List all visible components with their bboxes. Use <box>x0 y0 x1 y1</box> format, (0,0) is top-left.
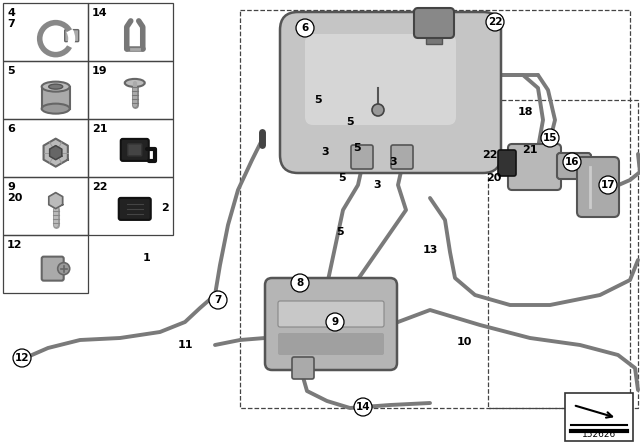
Bar <box>240 10 630 408</box>
Circle shape <box>13 349 31 367</box>
Text: 5: 5 <box>314 95 322 105</box>
FancyBboxPatch shape <box>577 157 619 217</box>
FancyBboxPatch shape <box>280 12 501 173</box>
Text: 9: 9 <box>332 317 339 327</box>
FancyBboxPatch shape <box>265 278 397 370</box>
Bar <box>565 393 633 441</box>
Polygon shape <box>49 193 63 209</box>
FancyBboxPatch shape <box>391 145 413 169</box>
Bar <box>426 34 442 44</box>
Text: 17: 17 <box>601 180 615 190</box>
Text: 152626: 152626 <box>582 430 616 439</box>
Text: 21: 21 <box>92 124 108 134</box>
Bar <box>3 235 88 293</box>
Circle shape <box>372 104 384 116</box>
Text: 13: 13 <box>422 245 438 255</box>
Text: 6: 6 <box>301 23 308 33</box>
Text: 22: 22 <box>483 150 498 160</box>
FancyBboxPatch shape <box>121 139 148 161</box>
Text: 5: 5 <box>336 227 344 237</box>
Text: 3: 3 <box>389 157 397 167</box>
Bar <box>88 119 173 177</box>
Ellipse shape <box>49 84 63 89</box>
Circle shape <box>296 19 314 37</box>
FancyBboxPatch shape <box>305 34 456 125</box>
Circle shape <box>486 13 504 31</box>
Text: 9
20: 9 20 <box>7 182 22 203</box>
FancyBboxPatch shape <box>557 153 591 179</box>
Bar <box>488 100 638 408</box>
Bar <box>88 3 173 61</box>
FancyBboxPatch shape <box>42 257 64 280</box>
Circle shape <box>326 313 344 331</box>
Text: 7: 7 <box>214 295 221 305</box>
FancyBboxPatch shape <box>278 333 384 355</box>
Text: 5: 5 <box>353 143 361 153</box>
FancyBboxPatch shape <box>351 145 373 169</box>
Text: 14: 14 <box>92 8 108 18</box>
Text: 12: 12 <box>15 353 29 363</box>
Text: 5: 5 <box>7 66 15 76</box>
Circle shape <box>58 263 70 275</box>
FancyBboxPatch shape <box>42 86 70 109</box>
Circle shape <box>209 291 227 309</box>
Text: 21: 21 <box>522 145 538 155</box>
Text: 12: 12 <box>7 240 22 250</box>
Text: 2: 2 <box>161 203 169 213</box>
FancyBboxPatch shape <box>498 150 516 176</box>
Text: 10: 10 <box>456 337 472 347</box>
Text: 22: 22 <box>92 182 108 192</box>
Bar <box>88 61 173 119</box>
FancyBboxPatch shape <box>292 357 314 379</box>
Text: 15: 15 <box>543 133 557 143</box>
Text: 22: 22 <box>488 17 502 27</box>
Polygon shape <box>44 138 68 167</box>
Polygon shape <box>50 146 62 159</box>
Text: 19: 19 <box>92 66 108 76</box>
Bar <box>3 61 88 119</box>
Text: 6: 6 <box>7 124 15 134</box>
Circle shape <box>563 153 581 171</box>
Text: 14: 14 <box>356 402 371 412</box>
Circle shape <box>354 398 372 416</box>
Text: 16: 16 <box>564 157 579 167</box>
Bar <box>3 177 88 235</box>
FancyBboxPatch shape <box>119 198 151 220</box>
Text: 4
7: 4 7 <box>7 8 15 29</box>
Circle shape <box>291 274 309 292</box>
Text: 20: 20 <box>486 173 502 183</box>
Circle shape <box>599 176 617 194</box>
FancyBboxPatch shape <box>414 8 454 38</box>
FancyBboxPatch shape <box>508 144 561 190</box>
Circle shape <box>541 129 559 147</box>
FancyBboxPatch shape <box>278 301 384 327</box>
Bar <box>3 119 88 177</box>
FancyBboxPatch shape <box>65 30 79 42</box>
Ellipse shape <box>42 82 70 92</box>
Ellipse shape <box>42 103 70 114</box>
FancyBboxPatch shape <box>128 144 141 156</box>
Text: 8: 8 <box>296 278 303 288</box>
Text: 1: 1 <box>143 253 151 263</box>
Text: 11: 11 <box>177 340 193 350</box>
Ellipse shape <box>125 79 145 87</box>
Bar <box>3 3 88 61</box>
Text: 3: 3 <box>373 180 381 190</box>
Text: 5: 5 <box>338 173 346 183</box>
Text: 18: 18 <box>517 107 532 117</box>
Text: 3: 3 <box>321 147 329 157</box>
Text: 5: 5 <box>346 117 354 127</box>
Bar <box>88 177 173 235</box>
